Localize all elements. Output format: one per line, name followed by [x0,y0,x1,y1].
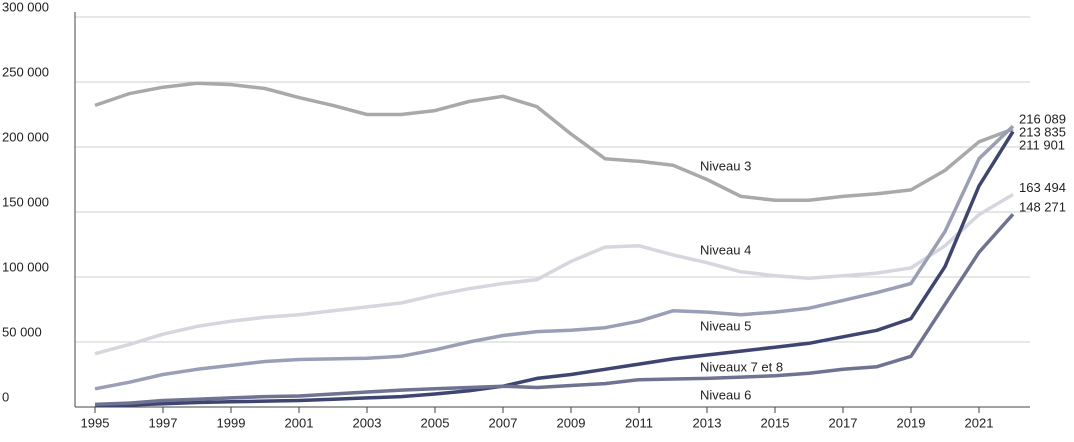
x-tick-label: 2021 [965,415,994,430]
series-name: Niveau 5 [700,318,751,333]
series-line [94,213,1015,407]
end-label: 148 271 [1019,200,1066,215]
y-tick-label: 200 000 [2,129,49,144]
x-tick-label: 2005 [421,415,450,430]
x-tick-label: 2019 [897,415,926,430]
end-label: 211 901 [1019,138,1065,153]
series-line [94,192,1014,356]
series-name: Niveaux 7 et 8 [700,359,783,374]
series-line [94,124,1015,391]
y-tick-label: 50 000 [2,324,42,339]
x-tick-label: 1995 [81,415,110,430]
x-tick-label: 2017 [829,415,858,430]
x-tick-label: 1999 [217,415,246,430]
x-tick-label: 1997 [149,415,178,430]
x-tick-label: 2001 [285,415,314,430]
y-tick-label: 150 000 [2,194,49,209]
end-label: 216 089 [1019,112,1066,127]
y-tick-label: 250 000 [2,64,49,79]
x-tick-label: 2007 [489,415,518,430]
x-tick-label: 2015 [761,415,790,430]
series-name: Niveau 6 [700,387,751,402]
x-tick-label: 2011 [625,415,653,430]
end-label: 163 494 [1019,180,1066,195]
series-line [94,81,1014,203]
y-tick-label: 100 000 [2,259,49,274]
x-tick-label: 2009 [557,415,586,430]
series-name: Niveau 3 [700,158,751,173]
x-tick-label: 2003 [353,415,382,430]
end-label: 213 835 [1019,125,1066,140]
x-tick-label: 2013 [693,415,722,430]
series-line [94,130,1015,408]
series-name: Niveau 4 [700,242,751,257]
y-tick-label: 0 [2,389,9,404]
y-tick-label: 300 000 [2,0,49,14]
